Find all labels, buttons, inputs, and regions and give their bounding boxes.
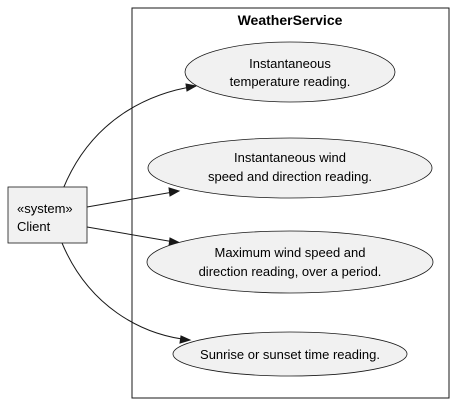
use-case-ellipse [172, 331, 408, 377]
use-case-wind-max: Maximum wind speed and direction reading… [146, 230, 434, 294]
use-case-ellipse [146, 230, 434, 294]
association-wind-instant [86, 190, 180, 208]
arrowhead-wind-instant [168, 187, 181, 197]
association-sun-times [61, 242, 191, 341]
association-wind-max [86, 226, 181, 244]
actor-name: Client [17, 219, 51, 234]
use-case-label: Instantaneous wind [234, 150, 346, 165]
association-temperature [62, 85, 197, 190]
system-title: WeatherService [238, 12, 343, 28]
use-case-ellipse [147, 137, 433, 199]
associations [61, 83, 198, 344]
use-case-temperature: Instantaneous temperature reading. [184, 41, 396, 103]
use-case-wind-instant: Instantaneous wind speed and direction r… [147, 137, 433, 199]
use-case-label: Sunrise or sunset time reading. [200, 347, 380, 362]
use-case-label: direction reading, over a period. [199, 264, 382, 279]
use-case-label: Maximum wind speed and [214, 245, 365, 260]
use-case-label: Instantaneous [249, 56, 331, 71]
actor-client: «system» Client [7, 186, 88, 244]
use-case-label: temperature reading. [230, 74, 351, 89]
use-case-label: speed and direction reading. [208, 169, 372, 184]
actor-box [7, 186, 88, 244]
use-case-sun-times: Sunrise or sunset time reading. [172, 331, 408, 377]
arrowhead-temperature [185, 83, 198, 92]
use-case-ellipse [184, 41, 396, 103]
arrowhead-sun-times [179, 335, 192, 344]
actor-stereotype: «system» [17, 201, 73, 216]
